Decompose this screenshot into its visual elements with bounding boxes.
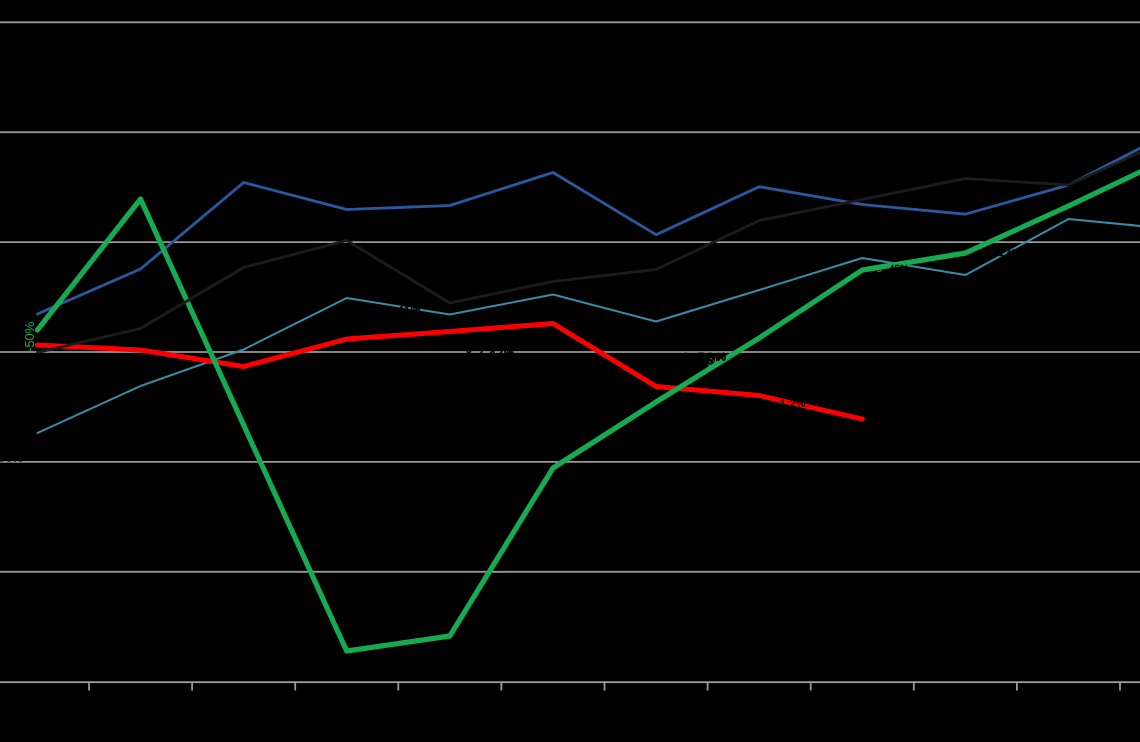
svg-text:0: 0 [876, 263, 882, 275]
svg-text:-1.72%: -1.72% [676, 352, 729, 364]
svg-text:-50%: -50% [22, 321, 37, 352]
svg-text:-1.48%: -1.48% [996, 248, 1025, 258]
svg-text:-50%: -50% [0, 453, 24, 465]
svg-text:72: 72 [707, 357, 719, 369]
svg-text:-0.41%: -0.41% [383, 304, 421, 316]
svg-text:1.2%: 1.2% [780, 398, 806, 410]
svg-text:45%.: 45%. [889, 264, 912, 275]
svg-text:x-7.42%: x-7.42% [466, 348, 515, 360]
